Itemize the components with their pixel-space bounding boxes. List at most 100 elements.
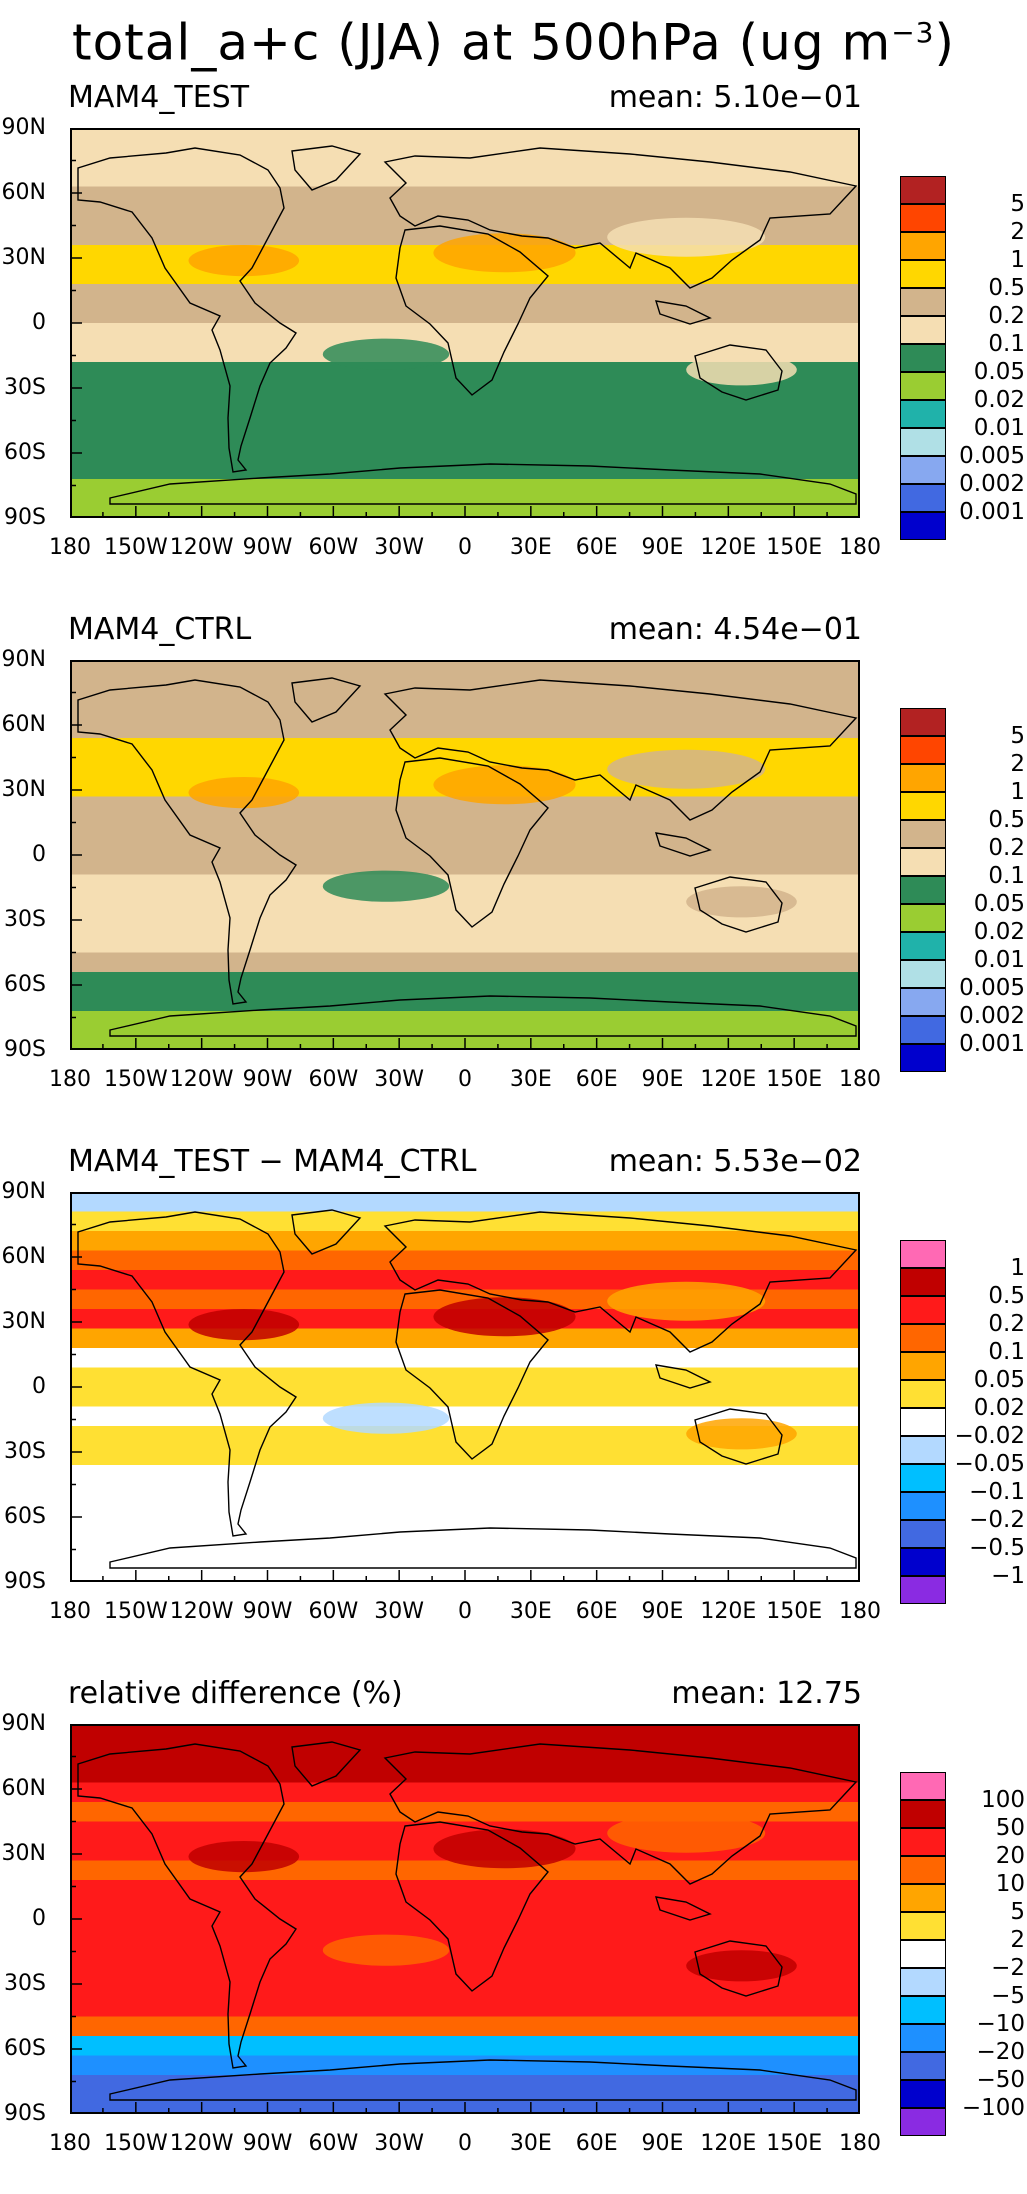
lat-band: [70, 991, 860, 1012]
coastline: [291, 1209, 362, 1255]
y-tick-label: 30N: [1, 777, 46, 802]
colorbar-label: 0.02: [973, 1395, 1025, 1421]
x-tick-label: 90E: [641, 535, 684, 560]
field-blob: [322, 1402, 450, 1434]
lat-band: [70, 835, 860, 856]
field-blob: [433, 1297, 576, 1337]
y-tick-label: 60S: [4, 972, 46, 997]
field-blob: [322, 1934, 450, 1966]
colorbar-swatch: [900, 1240, 946, 1268]
lat-band: [70, 401, 860, 422]
field-blob: [607, 749, 766, 789]
field-blob: [188, 245, 300, 277]
field-blob: [322, 870, 450, 902]
colorbar-swatch: [900, 792, 946, 820]
colorbar-swatch: [900, 400, 946, 428]
x-tick-label: 90W: [242, 1067, 293, 1092]
colorbar-swatch: [900, 316, 946, 344]
colorbar-swatch: [900, 484, 946, 512]
lat-band: [70, 2036, 860, 2057]
lat-band: [70, 1348, 860, 1369]
colorbar-label: 5: [1010, 723, 1025, 749]
y-tick-label: 90N: [1, 647, 46, 672]
y-tick-label: 30N: [1, 245, 46, 270]
lat-band: [70, 342, 860, 363]
map-plot: [70, 660, 860, 1050]
colorbar-swatch: [900, 232, 946, 260]
lat-band: [70, 440, 860, 461]
coastline: [383, 1743, 858, 1885]
colorbar-swatch: [900, 260, 946, 288]
y-tick-label: 0: [32, 842, 46, 867]
colorbar-label: −50: [976, 2067, 1025, 2093]
colorbar-label: 2: [1010, 219, 1025, 245]
x-tick-label: 90W: [242, 1599, 293, 1624]
colorbar-label: 10: [995, 1871, 1025, 1897]
coastline: [77, 1743, 297, 2069]
x-tick-label: 180: [49, 1067, 91, 1092]
colorbar-label: 0.2: [988, 1311, 1025, 1337]
colorbar-label: 2: [1010, 751, 1025, 777]
y-tick-label: 0: [32, 310, 46, 335]
field-blob: [686, 1950, 797, 1982]
x-tick-label: 60E: [575, 535, 618, 560]
lat-band: [70, 303, 860, 324]
colorbar-swatch: [900, 1548, 946, 1576]
colorbar-label: −0.5: [969, 1535, 1025, 1561]
y-tick-label: 60S: [4, 1504, 46, 1529]
colorbar-label: 0.002: [959, 471, 1025, 497]
colorbar-label: −100: [961, 2095, 1025, 2121]
field-blob: [188, 777, 300, 809]
colorbar-label: 0.005: [959, 443, 1025, 469]
colorbar-swatch: [900, 1772, 946, 1800]
colorbar-label: −1: [991, 1563, 1025, 1589]
colorbar-swatch: [900, 1912, 946, 1940]
lat-band: [70, 128, 860, 149]
colorbar-label: −0.05: [954, 1451, 1025, 1477]
field-blob: [322, 338, 450, 370]
coastline: [395, 1289, 549, 1460]
x-tick-label: 180: [839, 535, 881, 560]
colorbar-label: 1: [1010, 247, 1025, 273]
map-plot: [70, 1724, 860, 2114]
panel-mean: mean: 5.53e−02: [608, 1144, 862, 1179]
coastline: [291, 1741, 362, 1787]
lat-band: [70, 1387, 860, 1408]
x-tick-label: 60W: [308, 1067, 359, 1092]
lat-band: [70, 1465, 860, 1486]
map-svg: [70, 660, 860, 1050]
coastline: [109, 2059, 857, 2101]
colorbar-swatch: [900, 372, 946, 400]
lat-band: [70, 1231, 860, 1252]
y-tick-label: 90N: [1, 115, 46, 140]
lat-band: [70, 874, 860, 895]
x-tick-label: 30E: [509, 1067, 552, 1092]
lat-band: [70, 1445, 860, 1466]
colorbar-label: 0.1: [988, 1339, 1025, 1365]
coastline: [77, 147, 297, 473]
colorbar-label: 0.005: [959, 975, 1025, 1001]
coastline: [654, 300, 712, 325]
lat-band: [70, 1880, 860, 1901]
x-tick-label: 60W: [308, 2131, 359, 2156]
panel-title: MAM4_CTRL: [68, 612, 252, 647]
colorbar-label: 0.5: [988, 1283, 1025, 1309]
colorbar-swatch: [900, 1856, 946, 1884]
colorbar-swatch: [900, 204, 946, 232]
colorbar-swatch: [900, 876, 946, 904]
panel-title: MAM4_TEST: [68, 80, 250, 115]
coastline: [694, 344, 783, 401]
x-tick-label: 180: [839, 1599, 881, 1624]
colorbar-label: −0.2: [969, 1507, 1025, 1533]
lat-band: [70, 1367, 860, 1388]
x-tick-label: 30E: [509, 2131, 552, 2156]
coastline: [694, 1408, 783, 1465]
x-tick-label: 90E: [641, 1599, 684, 1624]
coastline: [109, 1527, 857, 1569]
colorbar-swatch: [900, 736, 946, 764]
colorbar-label: 0.05: [973, 359, 1025, 385]
x-tick-label: 90E: [641, 1067, 684, 1092]
map-plot: [70, 1192, 860, 1582]
x-tick-label: 150W: [103, 535, 168, 560]
field-blob: [433, 233, 576, 273]
